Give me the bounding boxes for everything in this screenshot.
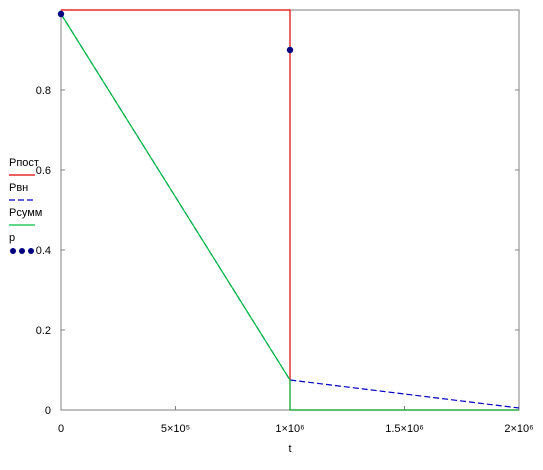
series-line xyxy=(60,13,519,411)
series-line xyxy=(60,13,520,409)
x-axis-label: t xyxy=(288,443,291,455)
x-tick-label: 1×10⁶ xyxy=(275,423,304,435)
x-tick-label: 5×10⁵ xyxy=(161,423,190,435)
data-point xyxy=(286,46,294,54)
legend-label: Рвн xyxy=(9,182,28,194)
x-tick-label: 2×10⁶ xyxy=(504,423,533,435)
legend-marker xyxy=(19,248,25,254)
series-line xyxy=(61,9,519,411)
y-tick-label: 0.4 xyxy=(36,245,51,257)
data-point xyxy=(57,10,65,18)
legend-marker xyxy=(28,248,34,254)
legend-label: Рсумм xyxy=(9,207,42,219)
legend-label: Рпост xyxy=(9,157,39,169)
legend-label: p xyxy=(9,232,15,244)
y-tick-label: 0.6 xyxy=(36,165,51,177)
x-tick-label: 1.5×10⁶ xyxy=(385,423,423,435)
x-tick-label: 0 xyxy=(58,423,64,435)
legend-marker xyxy=(10,248,16,254)
y-tick-label: 0.2 xyxy=(36,325,51,337)
y-tick-label: 0.8 xyxy=(36,85,51,97)
y-tick-label: 0 xyxy=(45,405,51,417)
